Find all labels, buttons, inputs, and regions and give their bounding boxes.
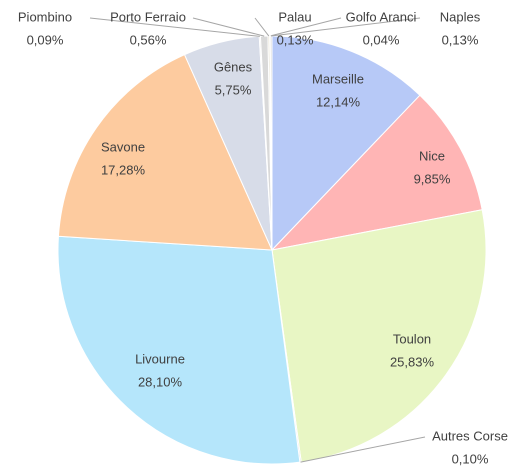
slice-value: 25,83% bbox=[390, 354, 435, 369]
slice-label: Porto Ferraio bbox=[110, 9, 186, 24]
leader-line bbox=[269, 17, 342, 37]
slice-label: Livourne bbox=[135, 351, 185, 366]
slice-value: 0,04% bbox=[363, 32, 400, 47]
pie-slice bbox=[57, 54, 273, 251]
slice-label: Autres Corse bbox=[432, 428, 508, 443]
slice-label: Golfo Aranci bbox=[346, 9, 417, 24]
slice-value: 5,75% bbox=[215, 82, 252, 97]
slice-label: Palau bbox=[278, 9, 311, 24]
slice-label: Savone bbox=[101, 139, 145, 154]
leader-line bbox=[89, 17, 260, 37]
slice-value: 17,28% bbox=[101, 162, 146, 177]
slice-label: Naples bbox=[440, 9, 481, 24]
leader-line bbox=[271, 17, 421, 37]
slice-value: 0,13% bbox=[277, 32, 314, 47]
leader-line bbox=[254, 17, 270, 37]
leader-line bbox=[300, 436, 426, 463]
leader-line bbox=[192, 17, 265, 37]
slice-label: Gênes bbox=[214, 59, 253, 74]
slice-value: 0,10% bbox=[452, 451, 489, 466]
pie-slice bbox=[270, 94, 483, 251]
slice-label: Marseille bbox=[312, 71, 364, 86]
pie-slice bbox=[271, 35, 421, 252]
slice-label: Nice bbox=[419, 148, 445, 163]
slice-value: 12,14% bbox=[316, 94, 361, 109]
slice-label: Toulon bbox=[393, 331, 431, 346]
slice-value: 0,09% bbox=[27, 32, 64, 47]
pie-slice bbox=[57, 235, 301, 465]
pie-slice bbox=[271, 209, 487, 463]
slice-label: Piombino bbox=[18, 9, 72, 24]
slice-value: 9,85% bbox=[414, 171, 451, 186]
slice-value: 0,13% bbox=[442, 32, 479, 47]
slice-value: 0,56% bbox=[130, 32, 167, 47]
slice-value: 28,10% bbox=[138, 374, 183, 389]
